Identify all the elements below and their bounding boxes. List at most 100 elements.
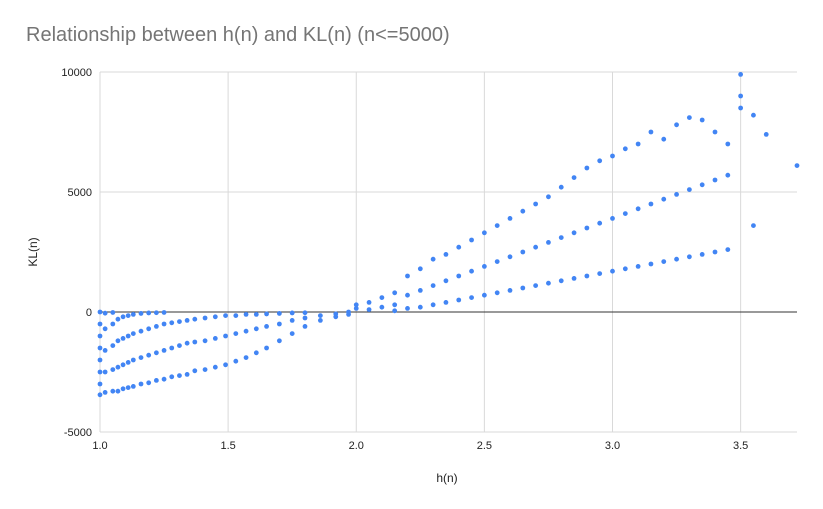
data-point bbox=[571, 276, 577, 281]
data-point bbox=[584, 273, 590, 279]
data-point bbox=[405, 273, 410, 279]
data-point bbox=[120, 362, 126, 368]
data-point bbox=[405, 306, 410, 311]
data-point bbox=[533, 201, 539, 207]
data-point bbox=[289, 310, 295, 316]
data-point bbox=[264, 345, 269, 351]
data-point bbox=[223, 313, 228, 318]
data-point bbox=[738, 72, 744, 77]
data-point bbox=[125, 360, 131, 365]
data-point bbox=[130, 331, 136, 336]
data-point bbox=[169, 345, 175, 351]
data-point bbox=[417, 288, 423, 293]
data-point bbox=[622, 266, 628, 272]
data-point bbox=[379, 295, 385, 300]
data-point bbox=[456, 273, 462, 279]
data-point bbox=[169, 374, 175, 380]
data-points bbox=[97, 72, 800, 398]
data-point bbox=[546, 280, 551, 286]
data-point bbox=[97, 381, 103, 387]
data-point bbox=[546, 194, 551, 200]
data-point bbox=[130, 357, 136, 363]
data-point bbox=[233, 313, 239, 318]
x-tick-label: 3.0 bbox=[605, 440, 620, 452]
data-point bbox=[130, 312, 136, 317]
data-point bbox=[469, 295, 474, 300]
data-point bbox=[712, 129, 718, 135]
data-point bbox=[120, 336, 126, 341]
data-point bbox=[469, 268, 474, 274]
data-point bbox=[184, 318, 190, 323]
data-point bbox=[192, 339, 198, 345]
data-point bbox=[102, 369, 108, 375]
data-point bbox=[192, 368, 198, 374]
data-point bbox=[520, 285, 526, 291]
data-point bbox=[102, 390, 108, 395]
data-point bbox=[597, 158, 603, 164]
data-point bbox=[622, 211, 628, 217]
data-point bbox=[751, 112, 756, 118]
data-point bbox=[533, 283, 539, 288]
data-point bbox=[115, 316, 121, 322]
data-point bbox=[125, 313, 131, 318]
data-point bbox=[686, 115, 692, 120]
data-point bbox=[146, 380, 152, 386]
data-point bbox=[558, 184, 564, 190]
data-point bbox=[392, 290, 398, 296]
data-point bbox=[443, 300, 449, 305]
data-point bbox=[202, 315, 208, 321]
data-point bbox=[125, 333, 131, 339]
data-point bbox=[97, 392, 103, 398]
data-point bbox=[146, 352, 152, 358]
data-point bbox=[110, 388, 116, 394]
data-point bbox=[674, 122, 679, 128]
data-point bbox=[635, 141, 641, 147]
data-point bbox=[243, 312, 249, 317]
data-point bbox=[110, 310, 116, 315]
y-tick-label: 10000 bbox=[61, 67, 92, 79]
data-point bbox=[202, 338, 208, 344]
data-point bbox=[533, 244, 539, 250]
data-point bbox=[264, 324, 269, 329]
data-point bbox=[443, 278, 449, 284]
data-point bbox=[243, 355, 249, 360]
data-point bbox=[130, 384, 136, 389]
data-point bbox=[571, 175, 577, 181]
data-point bbox=[392, 302, 398, 308]
data-point bbox=[430, 283, 436, 288]
data-point bbox=[366, 300, 372, 305]
data-point bbox=[661, 196, 667, 202]
data-point bbox=[115, 338, 121, 344]
data-point bbox=[110, 321, 116, 327]
data-point bbox=[725, 172, 731, 178]
data-point bbox=[212, 364, 218, 370]
data-point bbox=[223, 362, 228, 368]
data-point bbox=[405, 292, 410, 298]
data-point bbox=[115, 388, 121, 394]
data-point bbox=[161, 310, 167, 315]
data-point bbox=[546, 240, 551, 245]
data-point bbox=[333, 311, 339, 317]
x-axis-label: h(n) bbox=[436, 471, 457, 485]
data-point bbox=[392, 308, 398, 314]
data-point bbox=[243, 328, 249, 334]
data-point bbox=[346, 309, 351, 315]
data-point bbox=[507, 288, 513, 293]
data-point bbox=[794, 163, 800, 169]
data-point bbox=[276, 311, 282, 316]
data-point bbox=[558, 235, 564, 241]
data-point bbox=[138, 328, 144, 334]
data-point bbox=[161, 321, 167, 327]
y-tick-label: 5000 bbox=[68, 187, 92, 199]
data-point bbox=[177, 373, 182, 378]
data-point bbox=[138, 311, 144, 316]
data-point bbox=[712, 249, 718, 255]
data-point bbox=[597, 220, 603, 226]
data-point bbox=[648, 261, 654, 267]
data-point bbox=[97, 369, 103, 375]
y-tick-label: -5000 bbox=[64, 427, 92, 439]
data-point bbox=[430, 302, 436, 308]
data-point bbox=[253, 350, 259, 356]
